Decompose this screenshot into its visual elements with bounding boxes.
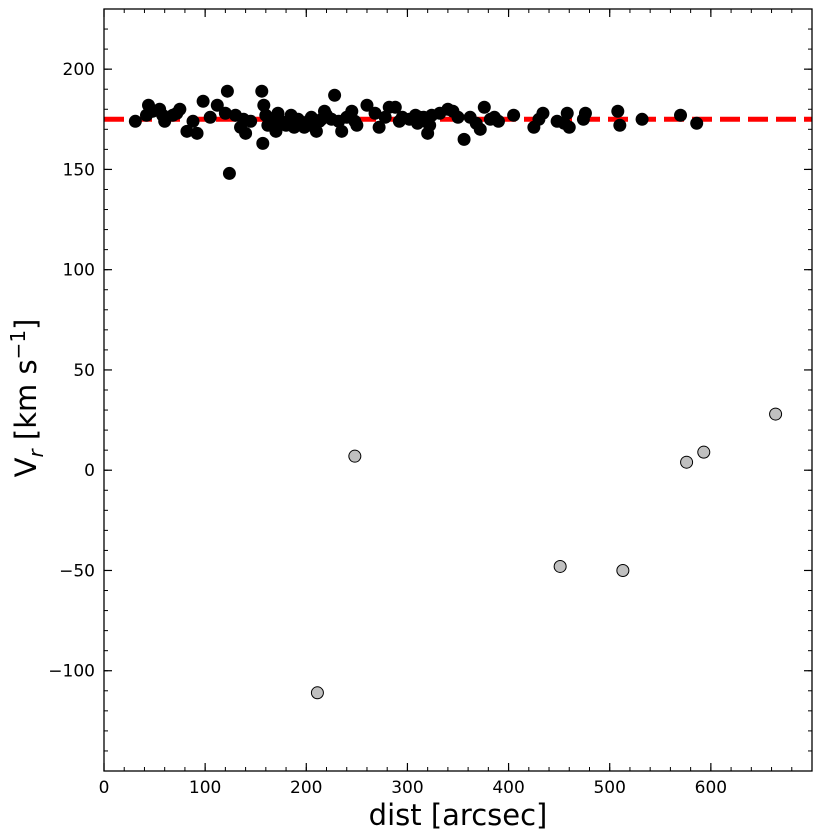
y-axis-label-main: V <box>9 457 43 477</box>
member-point <box>335 124 349 138</box>
member-point <box>220 84 234 98</box>
member-point <box>128 114 142 128</box>
member-point <box>368 106 382 120</box>
member-point <box>674 108 688 122</box>
member-point <box>328 88 342 102</box>
member-point <box>269 124 283 138</box>
x-tick-label: 500 <box>593 778 625 798</box>
x-tick-label: 300 <box>391 778 423 798</box>
member-point <box>536 106 550 120</box>
nonmember-point <box>310 686 324 700</box>
member-point <box>451 110 465 124</box>
member-point <box>360 98 374 112</box>
member-point <box>611 104 625 118</box>
member-point <box>477 100 491 114</box>
member-point <box>345 104 359 118</box>
member-point <box>613 118 627 132</box>
x-tick-label: 400 <box>492 778 524 798</box>
nonmember-point <box>616 563 630 577</box>
plot-frame <box>103 8 813 772</box>
tick-labels: 0 100 200 300 400 500 600 −100 −50 0 50 100 150 200 <box>48 60 727 798</box>
y-tick-label: −100 <box>48 662 95 682</box>
y-axis-label: Vr [km s−1] <box>6 319 48 478</box>
member-point <box>457 132 471 146</box>
member-stars-series <box>128 84 704 180</box>
member-point <box>218 106 232 120</box>
y-axis-label-close: ] <box>9 319 43 330</box>
nonmember-point <box>680 455 694 469</box>
member-point <box>203 110 217 124</box>
member-point <box>255 84 269 98</box>
x-tick-label: 200 <box>290 778 322 798</box>
member-point <box>239 126 253 140</box>
member-point <box>173 102 187 116</box>
nonmember-point <box>553 559 567 573</box>
member-point <box>690 116 704 130</box>
member-point <box>562 120 576 134</box>
member-point <box>507 108 521 122</box>
member-point <box>372 120 386 134</box>
plot-area: 0 100 200 300 400 500 600 −100 −50 0 50 100 150 200 <box>48 8 813 798</box>
member-point <box>222 166 236 180</box>
member-point <box>309 124 323 138</box>
member-point <box>210 98 224 112</box>
nonmember-point <box>697 445 711 459</box>
member-point <box>190 126 204 140</box>
x-tick-label: 600 <box>695 778 727 798</box>
member-point <box>256 136 270 150</box>
nonmember-stars-series <box>310 407 783 700</box>
x-tick-label: 100 <box>189 778 221 798</box>
nonmember-point <box>348 449 362 463</box>
y-axis-label-superscript: −1 <box>6 330 30 359</box>
member-point <box>473 122 487 136</box>
y-tick-label: −50 <box>59 561 95 581</box>
member-point <box>257 98 271 112</box>
member-point <box>244 114 258 128</box>
member-point <box>491 114 505 128</box>
member-point <box>378 110 392 124</box>
member-point <box>423 118 437 132</box>
y-tick-label: 100 <box>63 261 95 281</box>
x-tick-label: 0 <box>99 778 110 798</box>
member-point <box>388 100 402 114</box>
member-point <box>196 94 210 108</box>
major-ticks <box>103 9 812 771</box>
y-tick-label: 150 <box>63 160 95 180</box>
member-point <box>635 112 649 126</box>
member-point <box>350 118 364 132</box>
member-point <box>180 124 194 138</box>
x-axis-label: dist [arcsec] <box>369 798 548 830</box>
nonmember-point <box>769 407 783 421</box>
y-tick-label: 50 <box>73 361 95 381</box>
member-point <box>560 106 574 120</box>
y-tick-label: 0 <box>84 461 95 481</box>
y-tick-label: 200 <box>63 60 95 80</box>
y-axis-label-subscript: r <box>24 448 48 458</box>
member-point <box>578 106 592 120</box>
y-axis-label-unit: [km s <box>9 359 43 449</box>
member-point <box>186 114 200 128</box>
